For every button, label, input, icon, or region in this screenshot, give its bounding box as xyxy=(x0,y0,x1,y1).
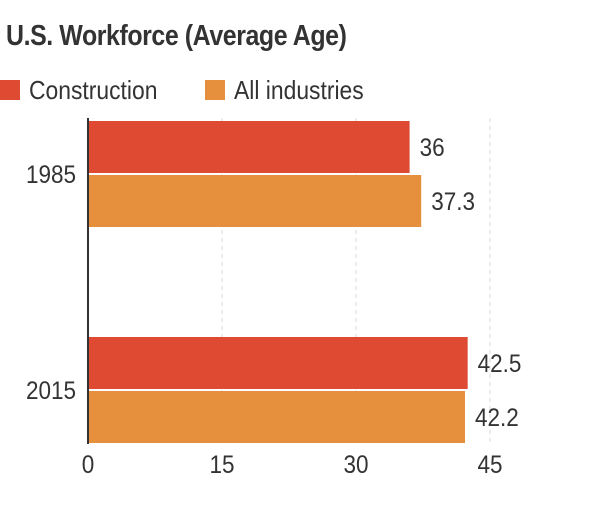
bar-construction-1985 xyxy=(88,121,410,173)
data-label: 36 xyxy=(420,134,445,162)
x-tick-label: 0 xyxy=(82,451,95,479)
category-label: 1985 xyxy=(26,161,76,189)
legend: Construction All industries xyxy=(0,72,411,108)
data-label: 42.2 xyxy=(475,404,519,432)
legend-label-all-industries: All industries xyxy=(233,74,364,105)
bar-construction-2015 xyxy=(88,337,468,389)
x-tick-label: 15 xyxy=(209,451,234,479)
chart-title: U.S. Workforce (Average Age) xyxy=(6,20,347,52)
data-label: 37.3 xyxy=(431,188,475,216)
data-label: 42.5 xyxy=(478,350,522,378)
legend-item-all-industries: All industries xyxy=(204,74,381,106)
legend-swatch-construction xyxy=(0,80,20,100)
x-tick-label: 45 xyxy=(477,451,502,479)
legend-label-construction: Construction xyxy=(29,74,158,105)
x-tick-label: 30 xyxy=(343,451,368,479)
category-label: 2015 xyxy=(26,377,76,405)
legend-item-construction: Construction xyxy=(0,75,175,106)
bar-all-industries-1985 xyxy=(88,175,422,227)
bar-all-industries-2015 xyxy=(88,391,465,443)
legend-swatch-all-industries xyxy=(204,80,225,100)
